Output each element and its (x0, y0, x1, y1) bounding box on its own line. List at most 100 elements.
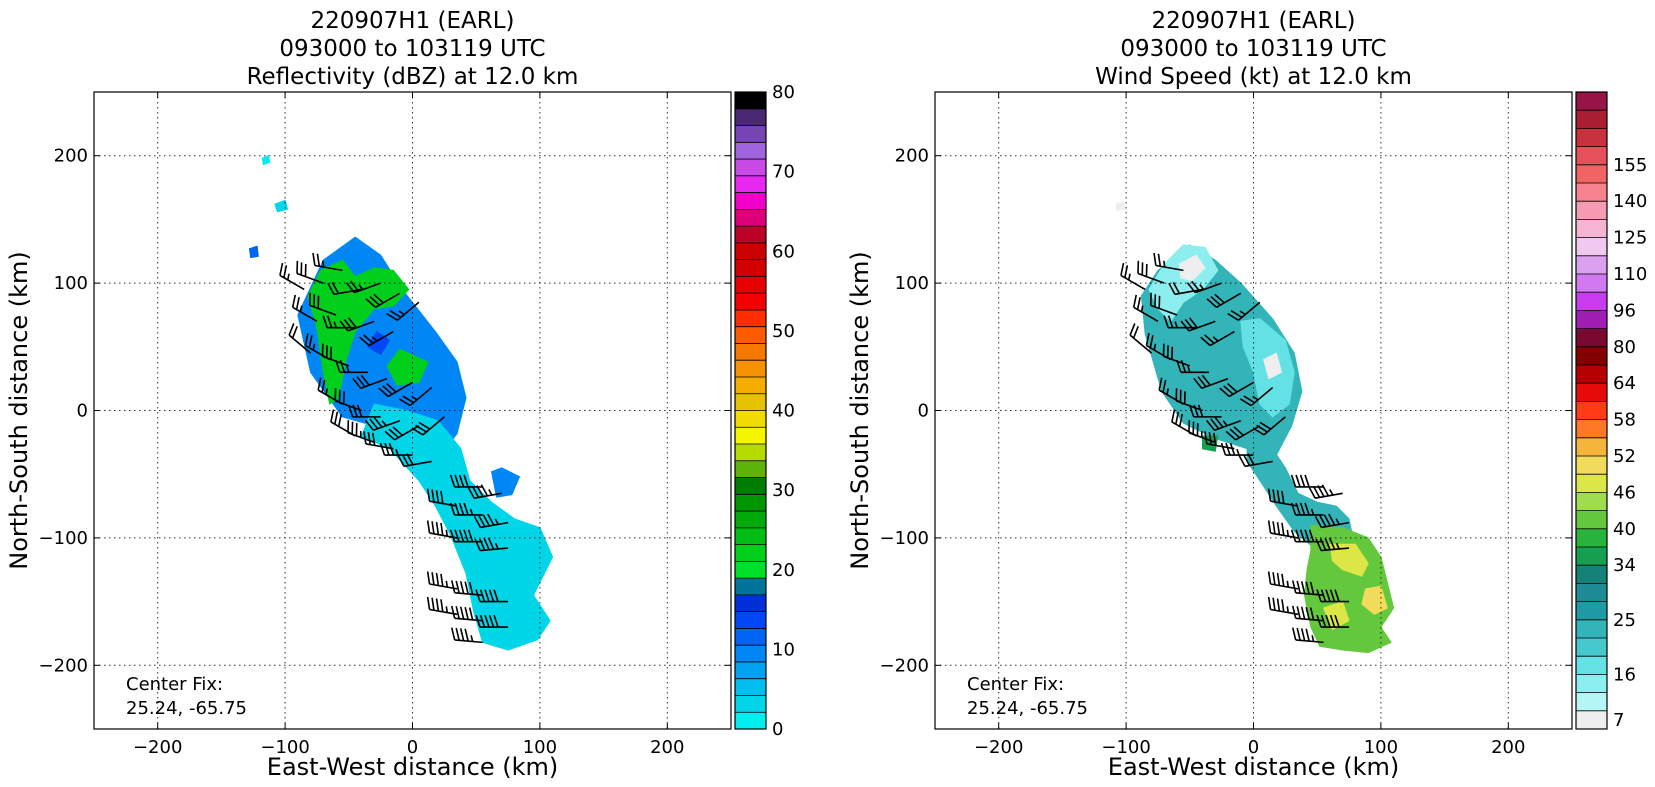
y-tick-label: 0 (77, 401, 88, 422)
barb-shaft (1244, 460, 1273, 468)
wind-barb (426, 596, 458, 616)
barb-feather (1276, 598, 1281, 612)
barb-feather (402, 395, 415, 404)
barb-feather (1168, 282, 1176, 295)
wind-barb (398, 386, 433, 407)
barb-feather (431, 521, 435, 534)
barb-feather (337, 413, 343, 427)
barb-feather (1281, 522, 1285, 536)
barb-feather (1129, 323, 1136, 336)
field-layer (1115, 201, 1395, 654)
barb-feather (1214, 416, 1224, 428)
barb-feather (1239, 310, 1246, 316)
colorbar-tick-label: 46 (1613, 482, 1636, 503)
chart-title-line-1: 220907H1 (EARL) (1151, 8, 1355, 34)
barb-feather (1286, 580, 1290, 588)
colorbar-swatch (1576, 638, 1607, 657)
wind-barb (347, 404, 381, 418)
colorbar-swatch (735, 444, 766, 462)
wind-barb (1252, 416, 1286, 436)
barb-feather (463, 502, 469, 516)
barb-feather (346, 366, 350, 373)
barb-shaft (373, 419, 401, 432)
barb-feather (339, 360, 346, 373)
barb-feather (1136, 297, 1141, 310)
colorbar-tick-label: 80 (1613, 337, 1636, 358)
barb-feather (333, 321, 337, 328)
y-tick-label: 200 (895, 146, 929, 167)
colorbar-frame (734, 91, 767, 730)
barb-shaft (1314, 492, 1343, 499)
colorbar-tick-label: 25 (1613, 610, 1636, 631)
barb-feather (488, 589, 495, 602)
barb-feather (1225, 442, 1231, 456)
barb-feather (449, 474, 456, 488)
barb-feather (440, 573, 444, 587)
wind-barb (352, 374, 388, 389)
colorbar-swatch (1576, 692, 1607, 712)
wind-barb (1267, 596, 1299, 616)
barb-feather (406, 453, 414, 466)
wind-barb (1205, 416, 1242, 432)
barb-feather (322, 315, 328, 328)
barb-shaft (1214, 419, 1242, 432)
barb-feather (1267, 520, 1272, 534)
barb-feather (1317, 485, 1325, 497)
barb-shaft (1270, 500, 1299, 507)
barb-feather (1328, 537, 1336, 550)
barb-feather (463, 474, 469, 488)
wind-barb (1308, 484, 1343, 499)
barb-feather (1208, 432, 1213, 445)
barb-feather (1304, 474, 1310, 488)
wind-barb (1200, 330, 1235, 347)
chart-title-line-3: Reflectivity (dBZ) at 12.0 km (247, 64, 579, 90)
barb-feather (478, 538, 486, 551)
colorbar-swatch (735, 393, 766, 411)
barb-feather (1167, 315, 1174, 328)
colorbar-frame (1575, 91, 1608, 730)
barb-feather (1127, 273, 1131, 281)
barb-feather (1324, 537, 1331, 551)
barb-feather (388, 428, 400, 439)
colorbar-swatch (1576, 92, 1607, 111)
barb-shaft (375, 292, 401, 308)
barb-shaft (354, 282, 381, 294)
barb-feather (455, 627, 460, 641)
colorbar-swatch (1576, 674, 1607, 694)
barb-feather (1267, 488, 1272, 502)
barb-feather (398, 310, 405, 316)
barb-feather (1229, 442, 1236, 456)
wind-barb (449, 529, 483, 543)
wind-barb (1227, 301, 1261, 321)
barb-feather (1206, 298, 1218, 308)
barb-feather (487, 537, 495, 550)
barb-feather (1286, 529, 1290, 537)
field-region (491, 467, 520, 498)
wind-barb (397, 453, 432, 468)
barb-shaft (292, 306, 318, 323)
barb-feather (1233, 426, 1244, 436)
barb-feather (411, 427, 424, 436)
colorbar-swatch (735, 276, 766, 294)
barb-feather (1243, 395, 1256, 404)
field-layer (248, 155, 554, 651)
barb-shaft (1206, 443, 1235, 450)
colorbar-tick-label: 60 (772, 241, 795, 262)
colorbar-swatch (1576, 292, 1607, 311)
barb-feather (1120, 262, 1125, 276)
barb-feather (373, 416, 383, 428)
barb-feather (494, 518, 499, 525)
barb-feather (464, 606, 469, 620)
wind-barb (449, 502, 483, 516)
barb-shaft (1155, 264, 1184, 272)
barb-shaft (1270, 583, 1299, 590)
barb-feather (295, 297, 300, 310)
barb-feather (384, 430, 396, 441)
barb-shaft (1133, 306, 1159, 323)
barb-feather (1329, 589, 1336, 602)
barb-feather (356, 376, 366, 388)
barb-feather (1299, 502, 1306, 516)
barb-feather (325, 388, 329, 395)
colorbar-swatch (735, 192, 766, 210)
barb-feather (1153, 252, 1157, 266)
